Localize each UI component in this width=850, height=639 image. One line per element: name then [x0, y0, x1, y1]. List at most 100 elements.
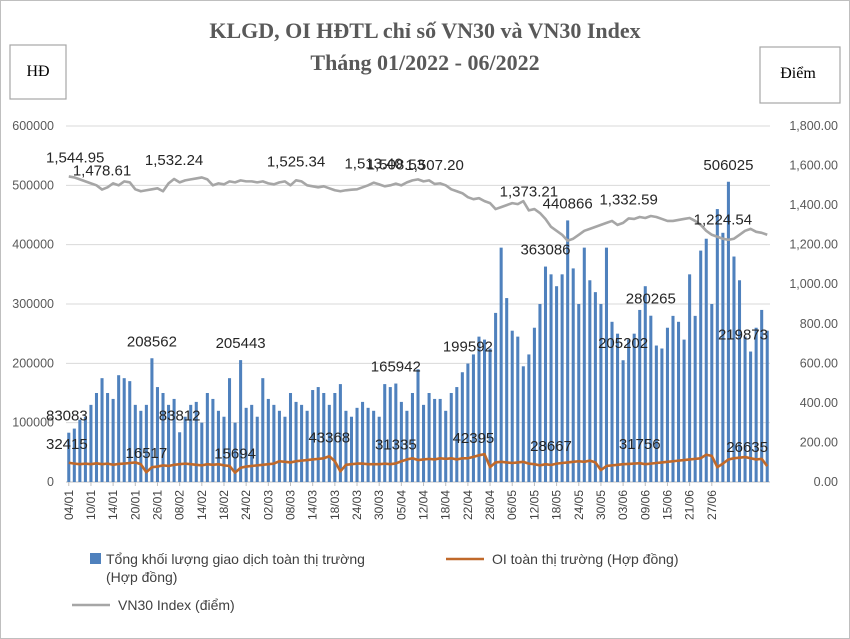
- legend-item-oi: OI toàn thị trường (Hợp đồng): [446, 551, 678, 567]
- volume-bar: [377, 416, 381, 482]
- volume-bar: [388, 387, 392, 482]
- x-axis-tick-label: 20/01: [128, 490, 142, 520]
- volume-bar: [311, 390, 315, 482]
- x-axis-tick-label: 28/04: [483, 490, 497, 520]
- x-axis-tick-label: 14/02: [195, 490, 209, 520]
- volume-bar: [211, 398, 215, 482]
- volume-bar: [482, 339, 487, 482]
- volume-bar: [161, 393, 165, 482]
- volume-bar: [643, 286, 647, 482]
- data-label: 43368: [308, 429, 350, 446]
- x-axis-ticks: 04/01 10/01 14/01 20/01 26/01 08/02 14/02 18/02…: [62, 482, 719, 520]
- volume-bar: [178, 432, 182, 482]
- legend: Tổng khối lượng giao dịch toàn thị trườn…: [72, 551, 678, 613]
- data-label: 280265: [626, 291, 676, 308]
- volume-bar: [261, 378, 265, 482]
- volume-bar: [599, 304, 603, 482]
- data-label: 31756: [619, 436, 661, 453]
- data-labels: 1,544.951,478.61 1,532.24 1,525.34 1,513.40…: [46, 149, 768, 462]
- left-axis-tick-label: 300000: [12, 297, 54, 311]
- volume-bar: [167, 404, 171, 482]
- volume-bar: [399, 401, 403, 482]
- oi-line: [68, 452, 769, 474]
- x-axis-tick-label: 05/04: [394, 490, 408, 520]
- right-axis-unit: Điểm: [780, 65, 816, 82]
- chart-title: KLGD, OI HĐTL chỉ số VN30 và VN30 Index: [209, 18, 640, 43]
- left-axis-tick-label: 600000: [12, 119, 54, 133]
- volume-bar: [449, 393, 453, 482]
- volume-bar: [117, 375, 121, 482]
- x-axis-tick-label: 08/03: [284, 490, 298, 520]
- volume-bar: [494, 312, 498, 482]
- data-label: 31335: [375, 436, 417, 453]
- left-axis-ticks: 0 100000 200000 300000 400000 500000 600000: [12, 119, 54, 489]
- volume-bar: [383, 384, 387, 482]
- data-label: 83083: [46, 408, 88, 425]
- volume-bar: [521, 366, 525, 482]
- data-label: 83812: [159, 407, 201, 424]
- x-axis-tick-label: 24/03: [350, 490, 364, 520]
- right-axis-tick-label: 1,600.00: [789, 159, 838, 173]
- legend-swatch-volume: [90, 553, 101, 564]
- volume-bar: [189, 404, 193, 482]
- volume-bar: [499, 247, 503, 482]
- right-unit-box: [759, 46, 841, 104]
- data-label: 205202: [598, 335, 648, 352]
- x-axis-tick-label: 15/06: [660, 490, 674, 520]
- x-axis-tick-label: 30/05: [594, 490, 608, 520]
- volume-bar: [338, 384, 342, 482]
- x-axis-tick-label: 08/02: [173, 490, 187, 520]
- x-axis-tick-label: 22/04: [461, 490, 475, 520]
- volume-bar: [688, 274, 692, 482]
- x-axis-tick-label: 12/05: [527, 490, 541, 520]
- volume-bar: [322, 393, 326, 482]
- volume-bar: [549, 274, 553, 482]
- volume-bar: [239, 360, 243, 482]
- left-axis-tick-label: 200000: [12, 356, 54, 370]
- data-label: 1,532.24: [145, 152, 203, 169]
- data-label: 1,508.53: [367, 157, 425, 174]
- volume-bar: [244, 407, 248, 482]
- x-axis-tick-label: 26/01: [150, 490, 164, 520]
- volume-bar: [477, 336, 481, 482]
- volume-bar: [250, 404, 254, 482]
- volume-bar: [122, 378, 126, 482]
- volume-bar: [571, 268, 575, 482]
- volume-bar: [266, 398, 270, 482]
- data-label: 208562: [127, 333, 177, 350]
- legend-item-index: VN30 Index (điểm): [72, 597, 235, 613]
- x-axis-tick-label: 06/05: [505, 490, 519, 520]
- data-label: 1,513.40: [344, 156, 402, 173]
- data-label: 1,332.59: [599, 191, 657, 208]
- x-axis-tick-label: 10/01: [84, 490, 98, 520]
- volume-bar: [444, 410, 448, 482]
- vn30-index-line: [68, 175, 768, 243]
- x-axis-tick-label: 21/06: [683, 490, 697, 520]
- volume-bar: [505, 298, 509, 482]
- data-label: 1,373.21: [500, 183, 558, 200]
- volume-bar: [438, 398, 442, 482]
- volume-bar: [277, 410, 281, 482]
- data-label: 363086: [520, 242, 570, 259]
- data-label: 28667: [530, 438, 572, 455]
- data-label: 15694: [214, 446, 256, 463]
- volume-bar: [144, 404, 148, 482]
- x-axis-tick-label: 24/05: [572, 490, 586, 520]
- x-axis-tick-label: 02/03: [261, 490, 275, 520]
- data-label: 199592: [443, 339, 493, 356]
- volume-bar: [222, 416, 226, 482]
- data-label: 42395: [453, 430, 495, 447]
- volume-bar: [555, 286, 559, 482]
- volume-bar: [649, 315, 653, 482]
- volume-bar: [532, 327, 536, 482]
- volume-bar: [760, 309, 764, 482]
- volume-bar: [305, 410, 309, 482]
- volume-bar: [228, 378, 232, 482]
- volume-bar: [172, 398, 176, 482]
- volume-bar: [654, 345, 658, 482]
- volume-bar: [732, 256, 736, 482]
- right-axis-tick-label: 1,200.00: [789, 238, 838, 252]
- legend-item-volume: Tổng khối lượng giao dịch toàn thị trườn…: [90, 551, 365, 585]
- volume-bar: [361, 401, 365, 482]
